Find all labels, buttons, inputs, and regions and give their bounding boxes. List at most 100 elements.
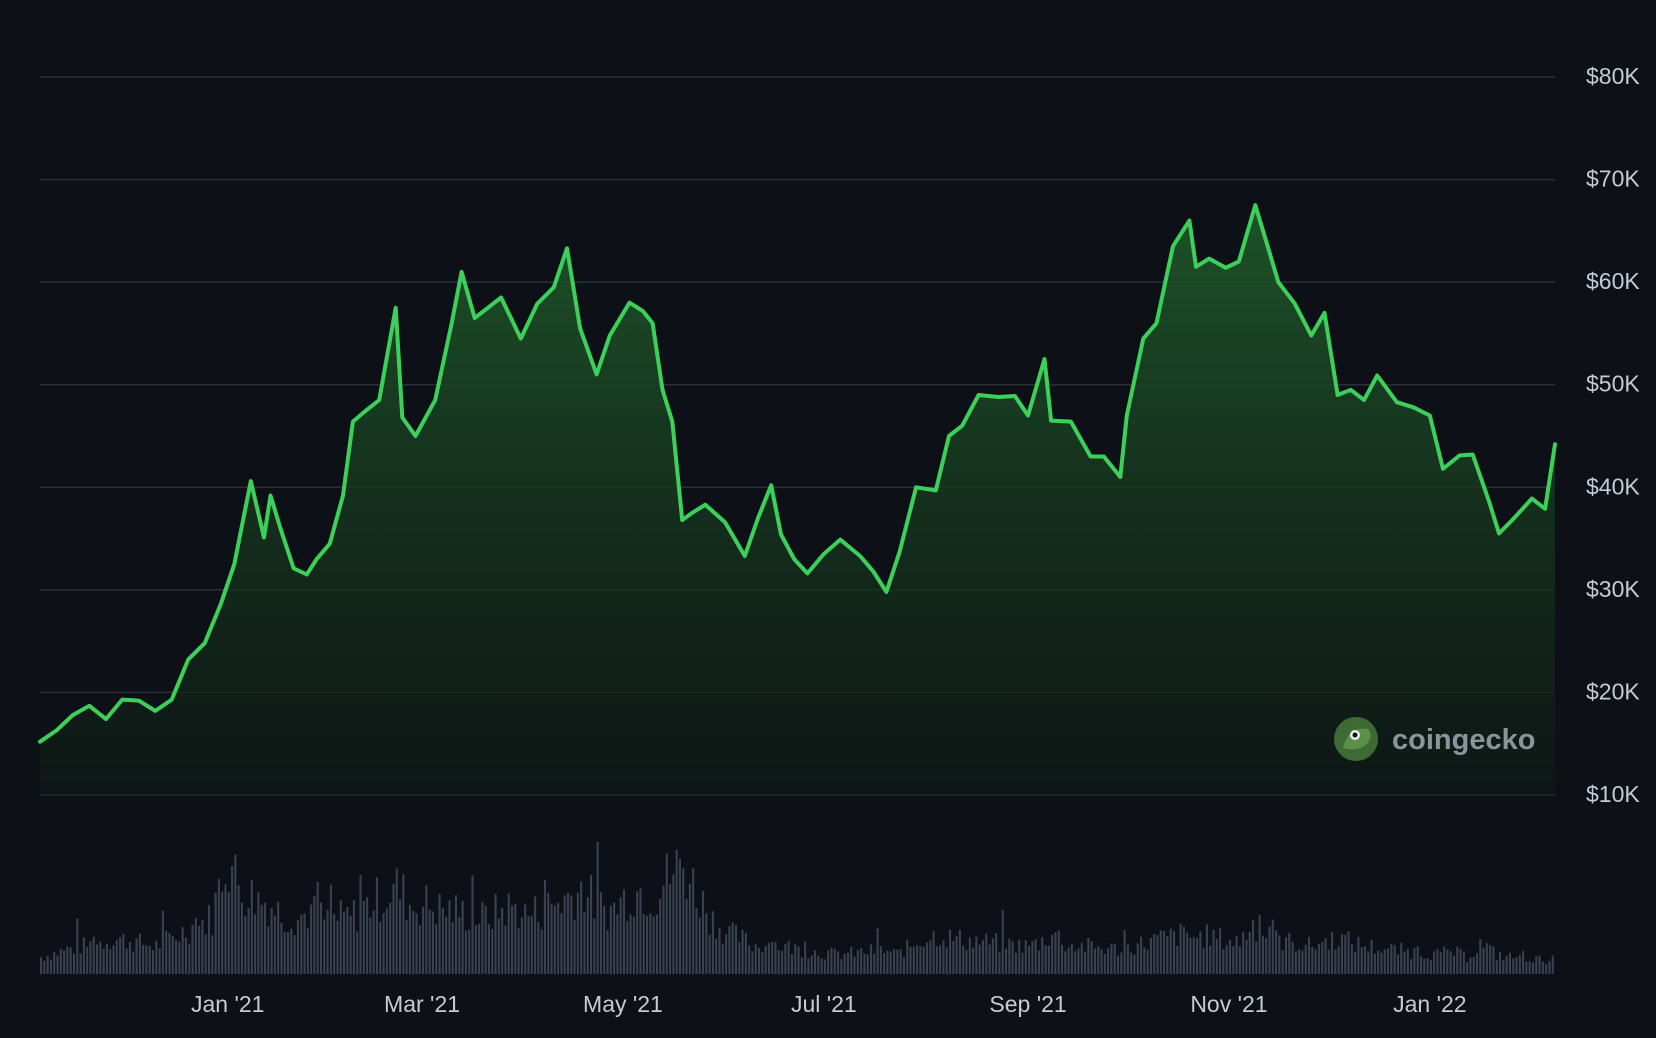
volume-bar: [949, 929, 952, 974]
volume-bar: [333, 914, 336, 974]
volume-bar: [135, 938, 138, 974]
volume-bar: [1146, 949, 1149, 974]
volume-bar: [1317, 943, 1320, 974]
volume-bar: [1192, 937, 1195, 974]
volume-bar: [79, 953, 82, 974]
volume-bar: [751, 951, 754, 974]
volume-bar: [1248, 931, 1251, 974]
volume-bar: [609, 905, 612, 974]
volume-bar: [484, 905, 487, 974]
volume-bar: [165, 930, 168, 974]
volume-bar: [942, 940, 945, 974]
volume-bar: [998, 951, 1001, 974]
volume-bar: [1387, 948, 1390, 974]
volume-bar: [843, 953, 846, 974]
volume-bar: [501, 908, 504, 974]
volume-bar: [1462, 951, 1465, 974]
volume-bar: [283, 931, 286, 974]
volume-bar: [412, 910, 415, 974]
volume-bar: [1433, 951, 1436, 974]
volume-bar: [1479, 939, 1482, 974]
volume-bar: [1169, 928, 1172, 974]
volume-bar: [1255, 941, 1258, 974]
volume-bar: [507, 893, 510, 974]
volume-bar: [46, 955, 49, 974]
volume-bar: [1436, 949, 1439, 974]
volume-bar: [899, 949, 902, 974]
volume-bar: [280, 922, 283, 974]
volume-bar: [1228, 939, 1232, 974]
volume-bar: [886, 950, 889, 974]
volume-bar: [231, 866, 234, 974]
volume-bar: [398, 899, 402, 974]
volume-bar: [794, 944, 797, 974]
volume-bar: [481, 901, 484, 974]
volume-bar: [705, 913, 708, 974]
volume-bar: [1103, 953, 1106, 974]
x-tick-label: Jan '22: [1393, 991, 1466, 1017]
volume-bar: [1545, 964, 1548, 974]
volume-bar: [804, 941, 807, 974]
volume-bar: [1041, 937, 1044, 974]
volume-bar: [1354, 951, 1357, 974]
volume-bar: [748, 945, 751, 974]
volume-bar: [293, 935, 296, 974]
volume-bar: [879, 946, 882, 974]
volume-bar: [313, 895, 316, 974]
volume-bar: [823, 959, 826, 974]
price-area-fill: [40, 205, 1555, 795]
volume-bar: [1495, 959, 1498, 974]
volume-bar: [329, 884, 332, 974]
volume-bar: [517, 928, 520, 974]
volume-bar: [1337, 946, 1340, 974]
volume-bar: [1350, 944, 1353, 974]
volume-bar: [99, 941, 102, 974]
volume-bar: [1334, 949, 1337, 974]
volume-bar: [537, 921, 540, 974]
volume-bar: [454, 895, 458, 974]
volume-bar: [553, 905, 556, 974]
volume-bar: [893, 949, 896, 974]
volume-bar: [527, 916, 530, 974]
volume-bar: [40, 957, 43, 974]
volume-bar: [1209, 945, 1212, 974]
volume-bar: [1120, 952, 1123, 974]
volume-bar: [339, 900, 342, 974]
volume-bar: [1271, 919, 1274, 974]
volume-bar: [909, 946, 912, 974]
volume-bar: [860, 947, 863, 974]
volume-bar: [1136, 943, 1139, 974]
volume-bar: [1327, 949, 1330, 974]
volume-bar: [56, 955, 59, 974]
volume-bar: [1261, 935, 1264, 974]
volume-bar: [1419, 956, 1423, 974]
volume-bar: [807, 958, 810, 974]
volume-bar: [675, 849, 678, 974]
volume-bar: [1383, 949, 1386, 974]
volume-bar: [622, 889, 626, 974]
volume-bar: [916, 945, 919, 974]
volume-bar: [665, 853, 668, 974]
volume-bar: [273, 915, 276, 974]
volume-bar: [846, 952, 849, 974]
volume-bar: [573, 919, 576, 974]
volume-bar: [178, 941, 181, 974]
watermark-brand-text: coingecko: [1392, 724, 1535, 756]
volume-bar: [487, 924, 491, 974]
volume-bar: [922, 946, 925, 974]
volume-bar: [478, 923, 481, 974]
volume-bar: [119, 937, 122, 974]
volume-bar: [1133, 954, 1136, 974]
volume-bar: [688, 883, 691, 974]
volume-bar: [132, 951, 135, 974]
volume-bar: [1051, 934, 1054, 974]
volume-bar: [570, 895, 573, 974]
volume-bar: [725, 934, 728, 974]
volume-bar: [366, 897, 369, 974]
volume-bar: [379, 921, 382, 974]
volume-bar: [148, 945, 151, 974]
volume-bar: [267, 926, 270, 974]
volume-bar: [1130, 952, 1133, 974]
volume-bar: [382, 912, 385, 974]
volume-bar: [1499, 952, 1502, 974]
